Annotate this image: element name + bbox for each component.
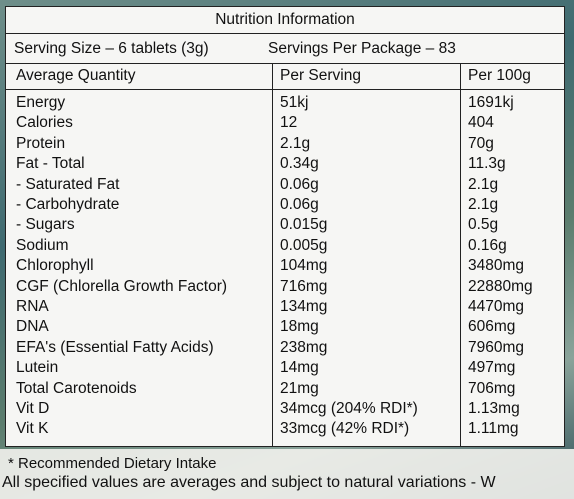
cell-value: 70g xyxy=(468,134,494,152)
table-title: Nutrition Information xyxy=(215,11,355,28)
nutrient-name: Sodium xyxy=(16,236,69,254)
cell-value: 2.1g xyxy=(280,134,311,152)
cell-value: 2.1g xyxy=(468,175,499,193)
cell-value: 51kj xyxy=(280,94,309,111)
nutrient-name: Calories xyxy=(16,114,73,132)
nutrient-name: Total Carotenoids xyxy=(16,379,137,397)
cell-value: 0.5g xyxy=(468,216,499,234)
nutrient-name: EFA's (Essential Fatty Acids) xyxy=(16,338,214,356)
cell-value: 134mg xyxy=(280,298,328,315)
nutrient-name: - Saturated Fat xyxy=(16,175,120,193)
cell-value: 0.06g xyxy=(280,175,319,193)
nutrient-name: Chlorophyll xyxy=(16,257,94,275)
column-header: Average Quantity xyxy=(16,67,136,84)
cell-value: 21mg xyxy=(280,379,319,397)
nutrient-name: CGF (Chlorella Growth Factor) xyxy=(16,277,228,295)
servings-per-package: Servings Per Package – 83 xyxy=(268,40,456,57)
rule xyxy=(6,89,564,90)
cell-value: 0.015g xyxy=(280,216,328,234)
nutrient-name: Vit K xyxy=(16,420,49,438)
cell-value: 1691kj xyxy=(468,94,514,111)
serving-size: Serving Size – 6 tablets (3g) xyxy=(14,40,209,57)
cell-value: 22880mg xyxy=(468,277,533,295)
cell-value: 4470mg xyxy=(468,298,525,315)
nutrition-table: Nutrition Information Serving Size – 6 t… xyxy=(5,6,565,447)
footer: * Recommended Dietary Intake All specifi… xyxy=(0,449,574,499)
cell-value: 0.16g xyxy=(468,236,507,254)
column-header: Per Serving xyxy=(280,67,361,84)
nutrient-name: Lutein xyxy=(16,359,59,377)
cell-value: 404 xyxy=(468,114,494,132)
cell-value: 1.11mg xyxy=(468,420,519,438)
cell-value: 606mg xyxy=(468,318,516,336)
nutrient-name: Protein xyxy=(16,134,66,152)
nutrient-name: Energy xyxy=(16,94,66,111)
cell-value: 7960mg xyxy=(468,338,525,356)
cell-value: 0.005g xyxy=(280,236,328,254)
rule xyxy=(6,63,564,64)
nutrient-name: Fat - Total xyxy=(16,155,85,173)
cell-value: 0.34g xyxy=(280,155,319,173)
nutrient-name: Vit D xyxy=(16,400,50,417)
footnote: * Recommended Dietary Intake xyxy=(8,455,217,472)
cell-value: 3480mg xyxy=(468,257,525,275)
cell-value: 1.13mg xyxy=(468,400,520,417)
cell-value: 18mg xyxy=(280,318,319,336)
cell-value: 12 xyxy=(280,114,298,132)
nutrient-name: RNA xyxy=(16,298,49,315)
cell-value: 14mg xyxy=(280,359,319,377)
cell-value: 33mcg (42% RDI*) xyxy=(280,420,410,438)
cell-value: 2.1g xyxy=(468,196,499,213)
cell-value: 104mg xyxy=(280,257,328,275)
cell-value: 497mg xyxy=(468,359,516,377)
disclaimer: All specified values are averages and su… xyxy=(2,474,496,491)
nutrient-name: - Sugars xyxy=(16,216,75,234)
cell-value: 238mg xyxy=(280,338,328,356)
cell-value: 34mcg (204% RDI*) xyxy=(280,400,418,417)
cell-value: 11.3g xyxy=(468,155,506,173)
cell-value: 706mg xyxy=(468,379,516,397)
column-rule xyxy=(460,63,461,446)
nutrient-name: - Carbohydrate xyxy=(16,196,120,213)
rule xyxy=(6,33,564,34)
column-header: Per 100g xyxy=(468,67,531,84)
cell-value: 716mg xyxy=(280,277,328,295)
cell-value: 0.06g xyxy=(280,196,319,213)
nutrient-name: DNA xyxy=(16,318,49,336)
column-rule xyxy=(272,63,273,446)
